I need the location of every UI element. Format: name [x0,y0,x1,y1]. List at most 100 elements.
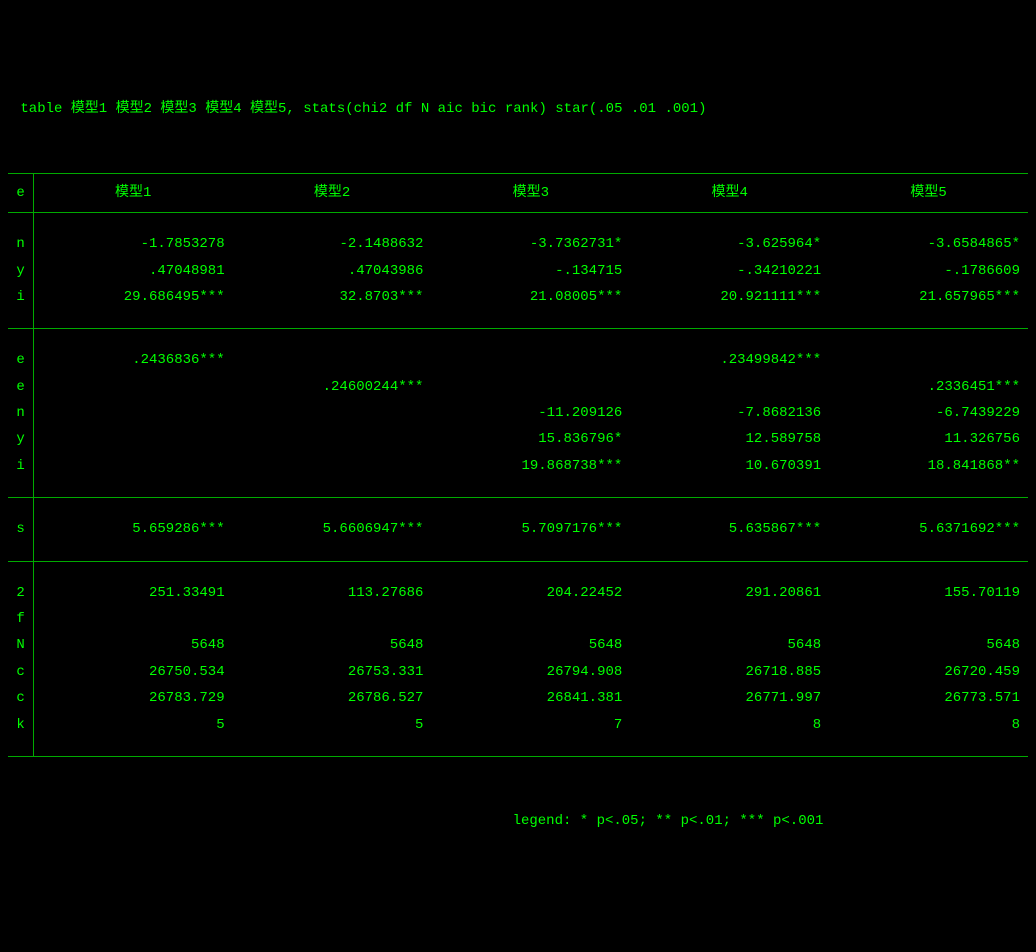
table-cell: 12.589758 [630,426,829,452]
col-header-5: 模型5 [829,173,1028,212]
legend-text: legend: * p<.05; ** p<.01; *** p<.001 [8,810,1028,832]
table-cell: .2336451*** [829,374,1028,400]
estimates-table: e 模型1 模型2 模型3 模型4 模型5 n-1.7853278-2.1488… [8,173,1028,757]
table-cell [233,606,432,632]
section-spacer [8,479,1028,498]
table-cell: 20.921111*** [630,284,829,310]
table-cell [829,606,1028,632]
row-label: N [8,632,33,658]
section-divider [8,756,1028,757]
table-cell [33,426,232,452]
table-cell: 26771.997 [630,685,829,711]
table-cell: 19.868738*** [431,453,630,479]
table-cell: 251.33491 [33,580,232,606]
row-label: n [8,231,33,257]
table-row: 2251.33491113.27686204.22452291.20861155… [8,580,1028,606]
table-cell: 5.635867*** [630,516,829,542]
table-row: c26750.53426753.33126794.90826718.885267… [8,659,1028,685]
section-spacer [8,329,1028,347]
table-body: n-1.7853278-2.1488632-3.7362731*-3.62596… [8,213,1028,757]
table-row: k55788 [8,712,1028,738]
col-header-3: 模型3 [431,173,630,212]
table-cell [431,606,630,632]
table-cell: 26794.908 [431,659,630,685]
table-cell: 26753.331 [233,659,432,685]
table-cell: -3.6584865* [829,231,1028,257]
table-row: i29.686495***32.8703***21.08005***20.921… [8,284,1028,310]
table-cell [233,453,432,479]
section-spacer [8,543,1028,562]
table-cell [233,426,432,452]
col-header-1: 模型1 [33,173,232,212]
table-cell [431,347,630,373]
row-label: k [8,712,33,738]
row-label: n [8,400,33,426]
table-row: N56485648564856485648 [8,632,1028,658]
row-label: y [8,426,33,452]
section-spacer [8,562,1028,580]
table-cell [33,606,232,632]
table-cell: -6.7439229 [829,400,1028,426]
table-cell: 5.6371692*** [829,516,1028,542]
table-cell: 5.6606947*** [233,516,432,542]
row-label: c [8,685,33,711]
section-spacer [8,310,1028,329]
row-label: i [8,284,33,310]
table-cell: 26718.885 [630,659,829,685]
table-cell: 26720.459 [829,659,1028,685]
table-cell: 5 [233,712,432,738]
col-header-2: 模型2 [233,173,432,212]
table-cell [630,606,829,632]
row-label: s [8,516,33,542]
table-cell: 32.8703*** [233,284,432,310]
table-cell: -11.209126 [431,400,630,426]
table-cell: 26841.381 [431,685,630,711]
table-cell [630,374,829,400]
table-cell: 21.657965*** [829,284,1028,310]
table-cell [33,453,232,479]
table-cell: 5.7097176*** [431,516,630,542]
table-cell [829,347,1028,373]
table-cell: .47043986 [233,258,432,284]
table-cell: 5648 [829,632,1028,658]
table-cell: 26786.527 [233,685,432,711]
table-cell [233,347,432,373]
table-cell [33,400,232,426]
table-cell [431,374,630,400]
table-cell: -3.625964* [630,231,829,257]
table-cell: 8 [630,712,829,738]
table-cell: -1.7853278 [33,231,232,257]
table-row: i19.868738***10.67039118.841868** [8,453,1028,479]
table-cell: 5 [33,712,232,738]
table-cell: 26783.729 [33,685,232,711]
table-row: n-1.7853278-2.1488632-3.7362731*-3.62596… [8,231,1028,257]
table-cell: 5648 [630,632,829,658]
row-label: 2 [8,580,33,606]
table-cell: 26750.534 [33,659,232,685]
table-cell: .24600244*** [233,374,432,400]
section-spacer [8,213,1028,232]
table-cell: 21.08005*** [431,284,630,310]
table-row: y.47048981.47043986-.134715-.34210221-.1… [8,258,1028,284]
table-cell: -.134715 [431,258,630,284]
table-cell: .23499842*** [630,347,829,373]
table-row: s5.659286***5.6606947***5.7097176***5.63… [8,516,1028,542]
row-label: e [8,347,33,373]
row-label: e [8,374,33,400]
row-label-header: e [8,173,33,212]
table-cell: 7 [431,712,630,738]
table-cell: -3.7362731* [431,231,630,257]
table-row: c26783.72926786.52726841.38126771.997267… [8,685,1028,711]
section-spacer [8,738,1028,757]
row-label: c [8,659,33,685]
table-cell: 5648 [233,632,432,658]
table-row: f [8,606,1028,632]
table-cell: 29.686495*** [33,284,232,310]
row-label: i [8,453,33,479]
table-cell: 5648 [431,632,630,658]
table-cell: 10.670391 [630,453,829,479]
table-header-row: e 模型1 模型2 模型3 模型4 模型5 [8,173,1028,212]
row-label: f [8,606,33,632]
table-cell: -.34210221 [630,258,829,284]
col-header-4: 模型4 [630,173,829,212]
